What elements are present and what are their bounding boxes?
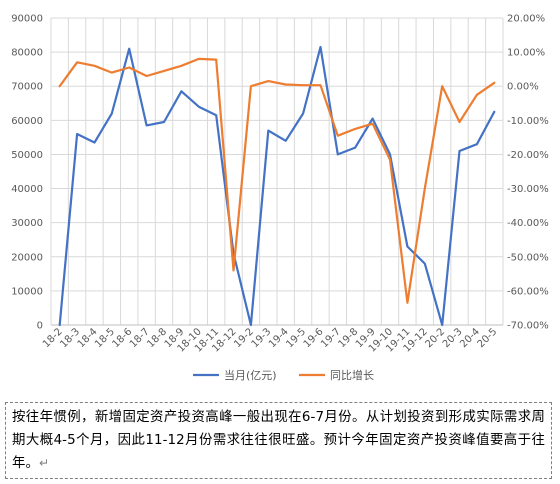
y-right-tick-label: -30.00% (507, 184, 549, 195)
legend-label: 同比增长 (330, 368, 374, 382)
y-left-tick-label: 60000 (11, 116, 43, 127)
y-right-tick-label: -50.00% (507, 252, 549, 263)
series-line (58, 45, 496, 327)
y-left-tick-label: 30000 (11, 218, 43, 229)
y-left-tick-label: 40000 (11, 184, 43, 195)
y-left-tick-label: 90000 (11, 14, 43, 25)
note-box: 按往年惯例，新增固定资产投资高峰一般出现在6-7月份。从计划投资到形成实际需求周… (5, 402, 552, 479)
paragraph-mark-icon: ↵ (38, 456, 50, 470)
legend-label: 当月(亿元) (224, 368, 277, 382)
y-right-tick-label: 0.00% (507, 82, 539, 93)
y-left-tick-label: 0 (37, 321, 43, 332)
y-right-tick-label: 10.00% (507, 48, 545, 59)
note-paragraph: 按往年惯例，新增固定资产投资高峰一般出现在6-7月份。从计划投资到形成实际需求周… (12, 406, 545, 475)
note-text: 按往年惯例，新增固定资产投资高峰一般出现在6-7月份。从计划投资到形成实际需求周… (12, 410, 545, 471)
chart: 0 10000 20000 30000 40000 50000 60000 70000 8000… (11, 13, 549, 382)
chart-svg: 0 10000 20000 30000 40000 50000 60000 70000 8000… (11, 13, 549, 382)
y-left-tick-label: 10000 (11, 286, 43, 297)
y-right-tick-label: -10.00% (507, 116, 549, 127)
y-right-tick-label: -60.00% (507, 286, 549, 297)
y-left-tick-label: 20000 (11, 252, 43, 263)
series-line (58, 57, 496, 304)
y-right-tick-label: -70.00% (507, 321, 549, 332)
y-right-tick-label: -20.00% (507, 150, 549, 161)
y-left-tick-label: 70000 (11, 82, 43, 93)
y-left-tick-label: 80000 (11, 48, 43, 59)
y-right-tick-label: -40.00% (507, 218, 549, 229)
y-right-tick-label: 20.00% (507, 14, 545, 25)
y-left-tick-label: 50000 (11, 150, 43, 161)
